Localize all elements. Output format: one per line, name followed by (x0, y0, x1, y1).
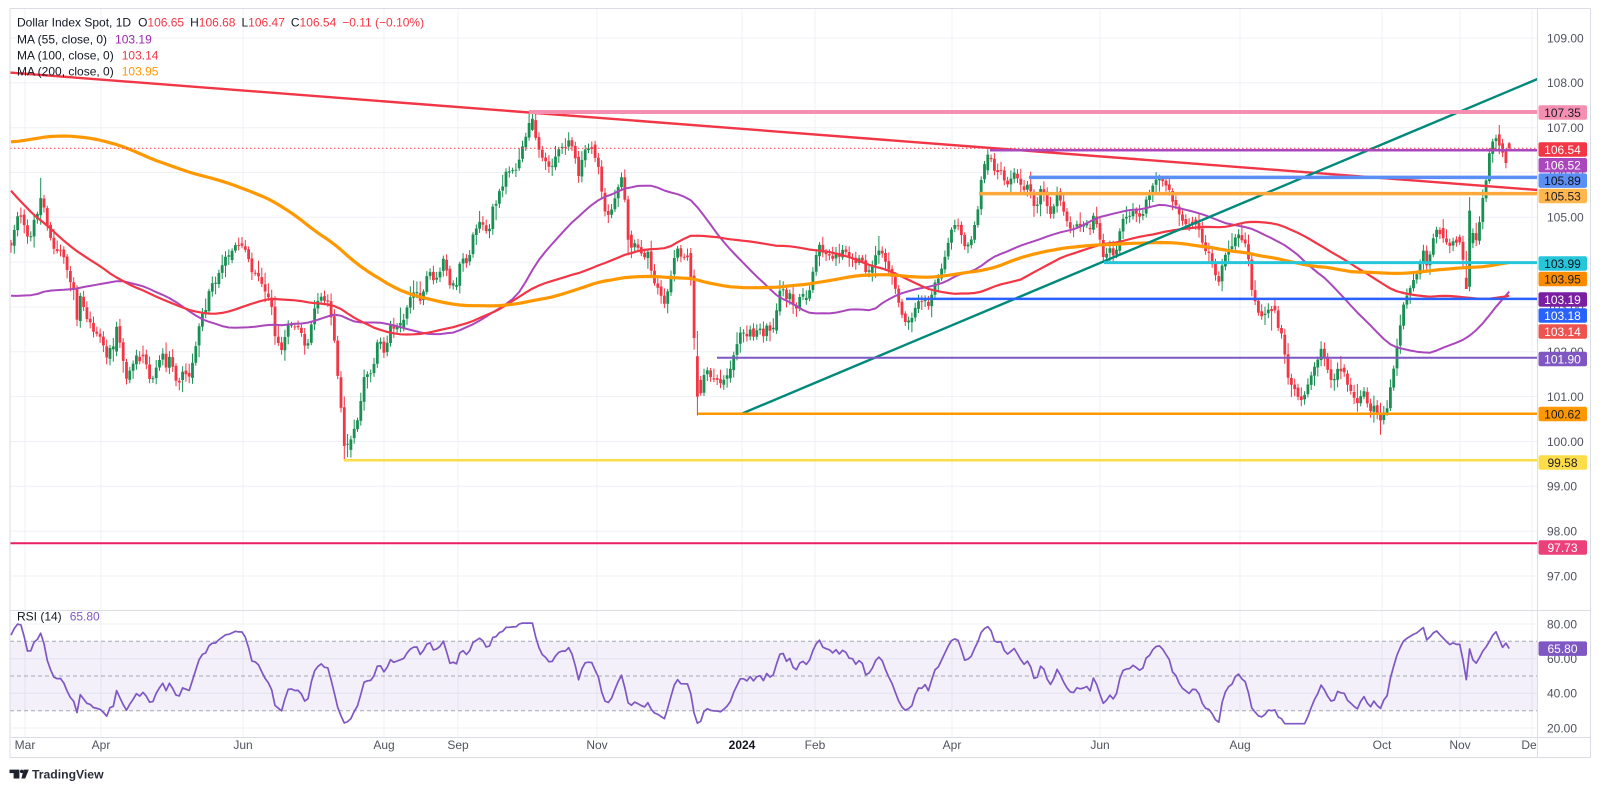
svg-text:103.19: 103.19 (1544, 293, 1581, 307)
svg-text:Oct: Oct (1373, 738, 1392, 752)
svg-text:105.53: 105.53 (1544, 189, 1581, 203)
svg-text:103.99: 103.99 (1544, 257, 1581, 271)
svg-text:101.00: 101.00 (1547, 390, 1584, 404)
svg-text:Apr: Apr (92, 738, 111, 752)
svg-text:103.18: 103.18 (1544, 309, 1581, 323)
svg-text:107.35: 107.35 (1544, 106, 1581, 120)
svg-text:100.62: 100.62 (1544, 407, 1581, 421)
svg-text:RSI (14)65.80: RSI (14) 65.80 (17, 610, 100, 624)
svg-text:105.89: 105.89 (1544, 174, 1581, 188)
svg-text:65.80: 65.80 (1547, 642, 1577, 656)
svg-text:98.00: 98.00 (1547, 524, 1577, 538)
svg-text:109.00: 109.00 (1547, 31, 1584, 45)
svg-text:Aug: Aug (1229, 738, 1250, 752)
svg-text:99.00: 99.00 (1547, 480, 1577, 494)
svg-text:Nov: Nov (1449, 738, 1470, 752)
svg-text:108.00: 108.00 (1547, 76, 1584, 90)
svg-text:Aug: Aug (373, 738, 394, 752)
svg-text:80.00: 80.00 (1547, 617, 1577, 631)
svg-text:105.00: 105.00 (1547, 211, 1584, 225)
svg-text:MA (100, close, 0)103.14: MA (100, close, 0) 103.14 (17, 49, 159, 63)
svg-text:2024: 2024 (729, 738, 756, 752)
svg-text:20.00: 20.00 (1547, 721, 1577, 735)
svg-text:106.54: 106.54 (1544, 143, 1581, 157)
svg-text:99.58: 99.58 (1547, 456, 1577, 470)
svg-text:Dec: Dec (1521, 738, 1542, 752)
svg-text:100.00: 100.00 (1547, 435, 1584, 449)
svg-text:Mar: Mar (15, 738, 36, 752)
svg-text:97.00: 97.00 (1547, 569, 1577, 583)
svg-text:97.73: 97.73 (1547, 541, 1577, 555)
svg-text:MA (55, close, 0)103.19: MA (55, close, 0) 103.19 (17, 33, 152, 47)
svg-text:Nov: Nov (586, 738, 607, 752)
svg-text:TradingView: TradingView (32, 768, 104, 782)
svg-text:103.14: 103.14 (1544, 325, 1581, 339)
svg-text:40.00: 40.00 (1547, 687, 1577, 701)
svg-text:Jun: Jun (1090, 738, 1109, 752)
svg-text:MA (200, close, 0)103.95: MA (200, close, 0) 103.95 (17, 65, 159, 79)
svg-text:Feb: Feb (805, 738, 826, 752)
svg-text:101.90: 101.90 (1544, 352, 1581, 366)
svg-text:107.00: 107.00 (1547, 121, 1584, 135)
svg-text:106.52: 106.52 (1544, 159, 1581, 173)
svg-text:103.95: 103.95 (1544, 272, 1581, 286)
svg-text:Sep: Sep (447, 738, 469, 752)
svg-text:Jun: Jun (233, 738, 252, 752)
svg-text:Apr: Apr (943, 738, 962, 752)
